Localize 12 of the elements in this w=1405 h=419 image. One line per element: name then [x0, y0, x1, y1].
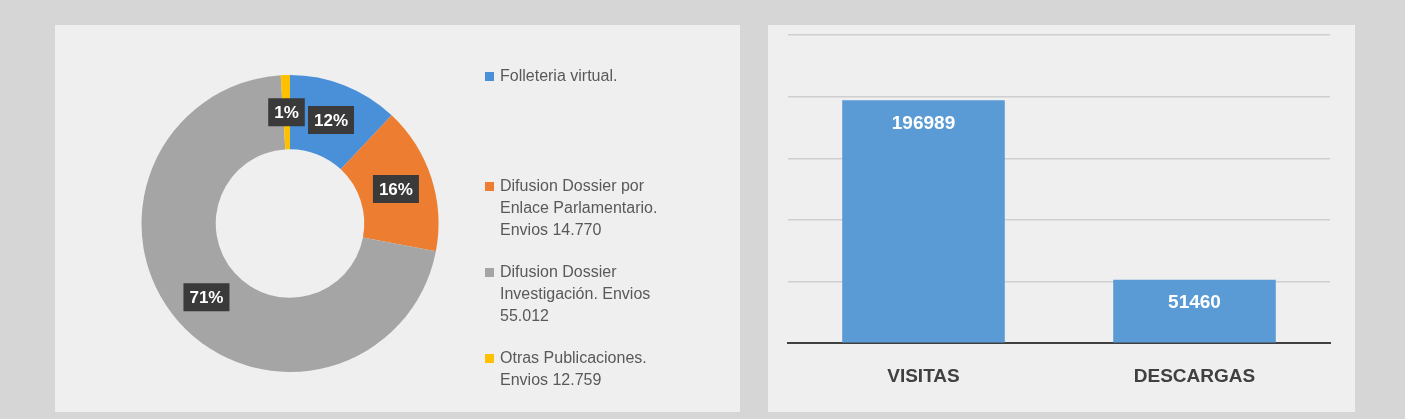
- x-tick-label: VISITAS: [887, 364, 960, 386]
- data-label: 16%: [378, 179, 413, 199]
- x-tick-label: DESCARGAS: [1133, 364, 1256, 386]
- data-label: 71%: [189, 287, 224, 307]
- data-label: 1%: [274, 102, 299, 122]
- legend-label: Otras Publicaciones. Envios 12.759: [500, 348, 648, 390]
- data-label: 51460: [1168, 291, 1221, 313]
- legend-label: Difusion Dossier Investigación. Envios 55.012: [500, 262, 652, 326]
- data-label: 12%: [313, 110, 349, 130]
- legend-label: Folleteria virtual.: [500, 66, 619, 86]
- legend-label: Difusion Dossier por Enlace Parlamentario. Envios 14.770: [500, 176, 659, 240]
- data-label: 196989: [891, 112, 956, 134]
